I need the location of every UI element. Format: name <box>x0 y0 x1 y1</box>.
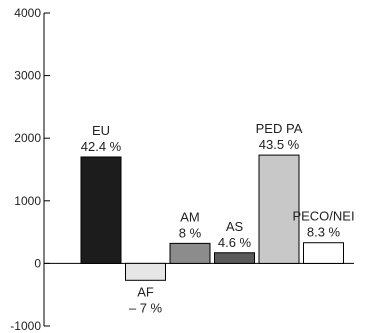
bar-percent-label: 43.5 % <box>259 137 300 152</box>
axes: -1000 0 1000 2000 3000 4000 <box>10 6 354 333</box>
bar-category-label: PECO/NEI <box>292 209 354 224</box>
y-tick-label: -1000 <box>10 319 41 333</box>
bar-peco-nei <box>303 242 344 264</box>
bar-percent-label: 42.4 % <box>81 139 122 154</box>
bar-af <box>125 262 166 281</box>
bar-percent-label: 4.6 % <box>218 235 252 250</box>
bar-category-label: AM <box>180 209 200 224</box>
bar-ped-pa <box>258 154 300 264</box>
bar-percent-label: 8.3 % <box>307 225 341 240</box>
y-tick-label: 1000 <box>14 194 41 208</box>
y-tick-label: 4000 <box>14 6 41 20</box>
y-tick-label: 3000 <box>14 69 41 83</box>
bars <box>80 154 344 281</box>
bar-percent-label: 8 % <box>179 225 202 240</box>
y-tick-label: 2000 <box>14 131 41 145</box>
bar-as <box>214 252 255 264</box>
bar-am <box>169 242 211 264</box>
y-tick-label: 0 <box>34 256 41 270</box>
bar-percent-label: – 7 % <box>129 300 163 315</box>
bar-category-label: PED PA <box>256 121 303 136</box>
bar-category-label: AF <box>137 284 154 299</box>
bar-category-label: EU <box>92 123 110 138</box>
bar-eu <box>80 156 122 264</box>
bar-category-label: AS <box>226 219 244 234</box>
